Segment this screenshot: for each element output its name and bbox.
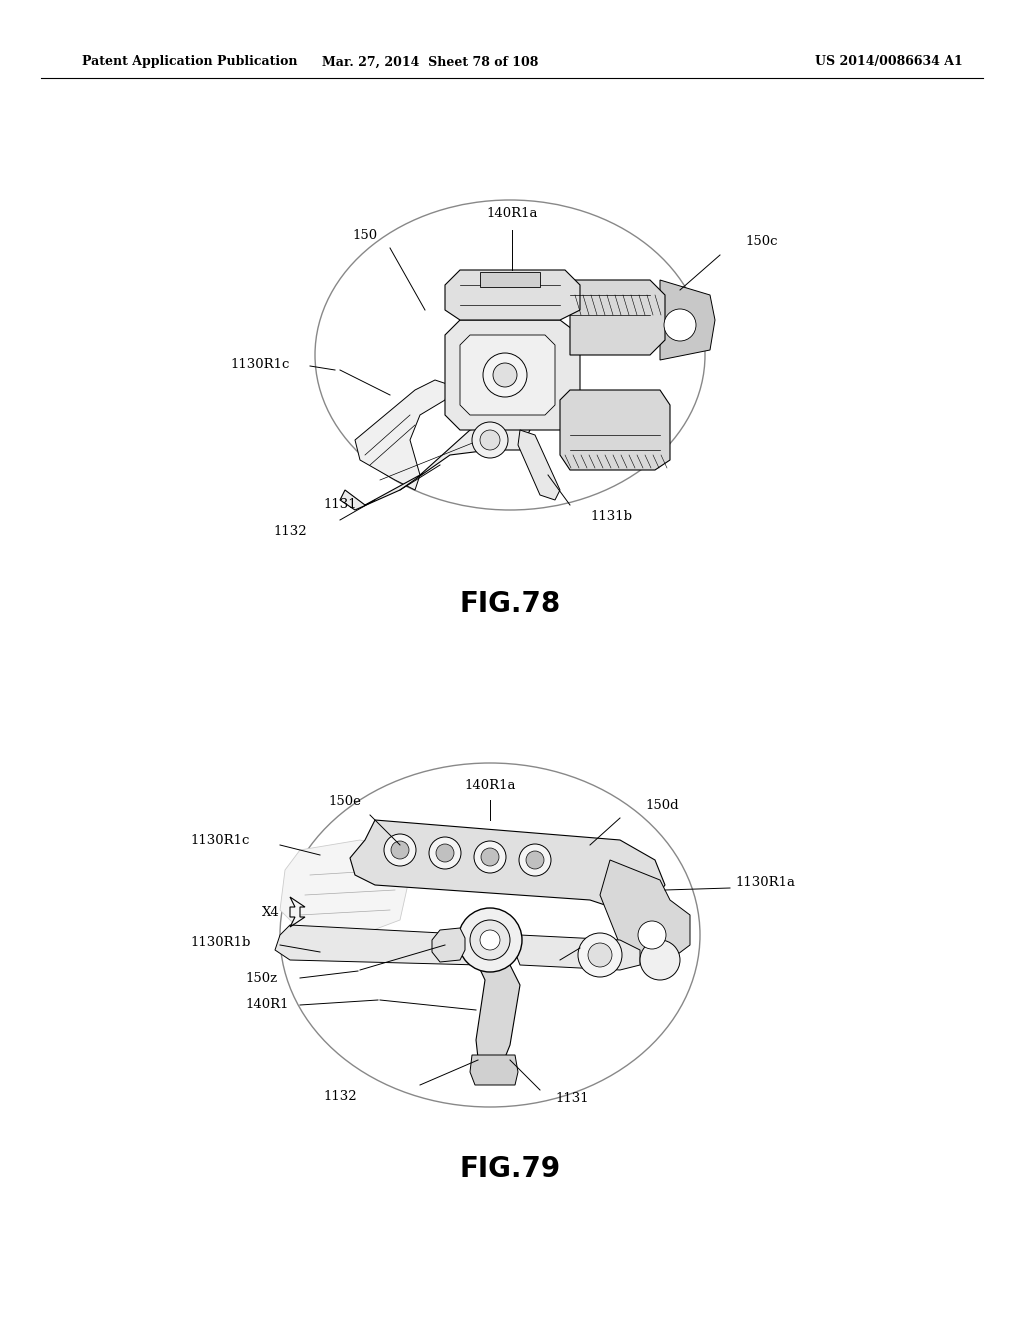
Text: 1131b: 1131b bbox=[590, 510, 632, 523]
Polygon shape bbox=[660, 280, 715, 360]
Polygon shape bbox=[340, 420, 530, 510]
Circle shape bbox=[480, 931, 500, 950]
Text: 150: 150 bbox=[352, 228, 378, 242]
Text: FIG.78: FIG.78 bbox=[460, 590, 560, 618]
Circle shape bbox=[481, 847, 499, 866]
Text: 150d: 150d bbox=[645, 799, 679, 812]
Circle shape bbox=[458, 908, 522, 972]
Circle shape bbox=[480, 430, 500, 450]
Text: 1131: 1131 bbox=[555, 1092, 589, 1105]
Circle shape bbox=[429, 837, 461, 869]
Polygon shape bbox=[355, 380, 450, 490]
Circle shape bbox=[638, 921, 666, 949]
Text: Mar. 27, 2014  Sheet 78 of 108: Mar. 27, 2014 Sheet 78 of 108 bbox=[322, 55, 539, 69]
Text: 150c: 150c bbox=[745, 235, 777, 248]
Polygon shape bbox=[275, 925, 485, 965]
Polygon shape bbox=[350, 820, 665, 909]
Circle shape bbox=[526, 851, 544, 869]
Text: X4: X4 bbox=[262, 906, 280, 919]
Circle shape bbox=[391, 841, 409, 859]
Circle shape bbox=[483, 352, 527, 397]
Circle shape bbox=[519, 843, 551, 876]
Polygon shape bbox=[445, 319, 580, 430]
Ellipse shape bbox=[316, 201, 705, 510]
Text: 150e: 150e bbox=[329, 795, 361, 808]
Text: 140R1a: 140R1a bbox=[486, 207, 538, 220]
Circle shape bbox=[472, 422, 508, 458]
Circle shape bbox=[436, 843, 454, 862]
Text: 150z: 150z bbox=[245, 972, 278, 985]
Polygon shape bbox=[470, 1055, 518, 1085]
Polygon shape bbox=[515, 935, 640, 970]
Polygon shape bbox=[280, 840, 410, 935]
Text: 150: 150 bbox=[590, 937, 615, 950]
Text: 1130R1a: 1130R1a bbox=[735, 875, 795, 888]
Polygon shape bbox=[460, 335, 555, 414]
Polygon shape bbox=[560, 389, 670, 470]
Circle shape bbox=[493, 363, 517, 387]
Circle shape bbox=[588, 942, 612, 968]
Text: 1130R1c: 1130R1c bbox=[230, 359, 290, 371]
Circle shape bbox=[578, 933, 622, 977]
Text: FIG.79: FIG.79 bbox=[460, 1155, 560, 1183]
Polygon shape bbox=[600, 861, 690, 960]
Polygon shape bbox=[445, 271, 580, 319]
Polygon shape bbox=[476, 958, 520, 1068]
Text: 1130R1c: 1130R1c bbox=[190, 833, 250, 846]
Text: Patent Application Publication: Patent Application Publication bbox=[82, 55, 297, 69]
Circle shape bbox=[474, 841, 506, 873]
Polygon shape bbox=[570, 280, 665, 355]
Bar bbox=[480, 272, 540, 286]
Text: 140R1: 140R1 bbox=[245, 998, 289, 1011]
Text: 1131: 1131 bbox=[324, 498, 356, 511]
Circle shape bbox=[470, 920, 510, 960]
Text: 1132: 1132 bbox=[324, 1090, 356, 1104]
Circle shape bbox=[384, 834, 416, 866]
Text: US 2014/0086634 A1: US 2014/0086634 A1 bbox=[815, 55, 963, 69]
Circle shape bbox=[664, 309, 696, 341]
Ellipse shape bbox=[281, 764, 699, 1106]
Polygon shape bbox=[518, 430, 560, 500]
Circle shape bbox=[640, 940, 680, 979]
Text: 140R1a: 140R1a bbox=[464, 779, 516, 792]
Text: 1130R1b: 1130R1b bbox=[190, 936, 251, 949]
Polygon shape bbox=[432, 928, 465, 962]
Text: 1132: 1132 bbox=[273, 525, 307, 539]
